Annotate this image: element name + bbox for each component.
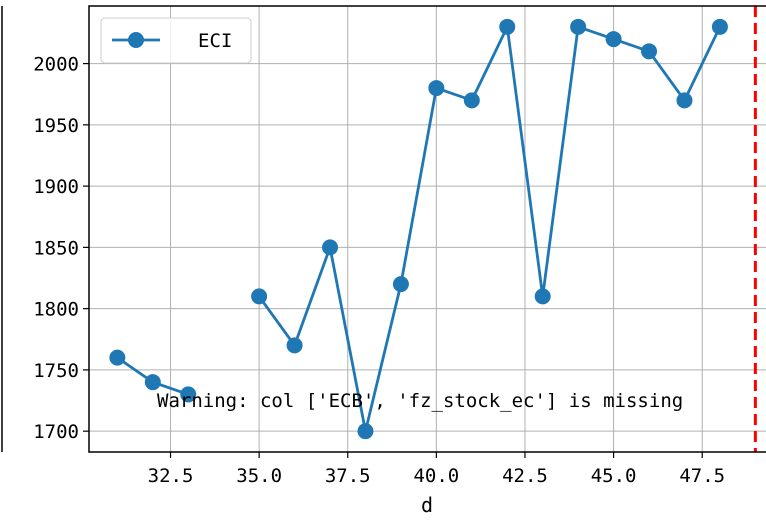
data-point <box>180 386 197 403</box>
y-tick-label: 2000 <box>33 54 79 76</box>
data-point <box>641 43 658 60</box>
x-tick-label: 45.0 <box>591 465 637 487</box>
data-point <box>605 31 622 48</box>
y-tick-label: 1850 <box>33 237 79 259</box>
warning-annotation: Warning: col ['ECB', 'fz_stock_ec'] is m… <box>157 390 683 412</box>
y-axis-ticks: 1700 1750 1800 1850 1900 1950 2000 <box>33 54 89 443</box>
x-tick-label: 40.0 <box>413 465 459 487</box>
x-tick-label: 42.5 <box>502 465 548 487</box>
grid <box>89 6 766 452</box>
data-point <box>570 18 587 35</box>
data-point <box>251 288 268 305</box>
data-point <box>711 18 728 35</box>
x-axis-ticks: 32.5 35.0 37.5 40.0 42.5 45.0 47.5 <box>148 452 725 487</box>
x-tick-label: 37.5 <box>325 465 371 487</box>
y-tick-label: 1800 <box>33 299 79 321</box>
series-eci <box>109 18 728 440</box>
y-tick-label: 1950 <box>33 115 79 137</box>
data-point <box>392 276 409 293</box>
legend-label-eci: ECI <box>198 30 232 52</box>
legend-marker-swatch <box>128 32 144 48</box>
legend-box <box>100 17 252 64</box>
data-point <box>322 239 339 256</box>
data-point <box>428 80 445 97</box>
data-point <box>286 337 303 354</box>
data-point <box>109 349 126 366</box>
x-axis-label: d <box>421 493 433 517</box>
y-tick-label: 1900 <box>33 176 79 198</box>
x-tick-label: 47.5 <box>679 465 725 487</box>
data-point <box>357 423 374 440</box>
data-point <box>499 18 516 35</box>
x-tick-label: 35.0 <box>236 465 282 487</box>
data-point <box>676 92 693 109</box>
axes-frame <box>88 5 766 453</box>
data-point <box>144 374 161 391</box>
x-tick-label: 32.5 <box>148 465 194 487</box>
data-point <box>463 92 480 109</box>
y-tick-label: 1750 <box>33 360 79 382</box>
data-point <box>534 288 551 305</box>
series-line <box>258 25 722 433</box>
y-tick-label: 1700 <box>33 421 79 443</box>
legend: ECI <box>100 17 252 64</box>
